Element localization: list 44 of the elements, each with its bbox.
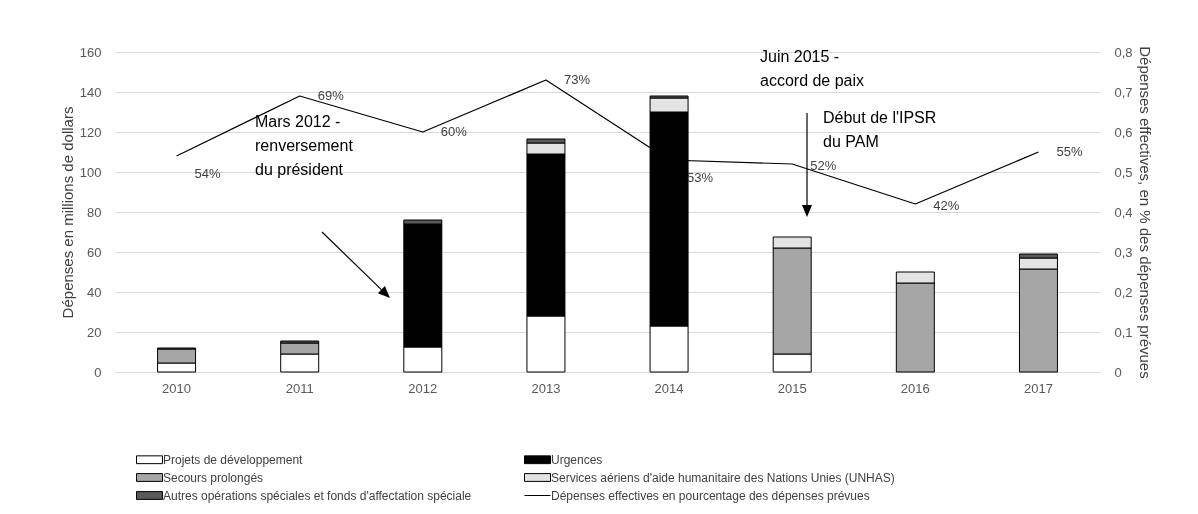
data-label: 69% bbox=[317, 88, 345, 103]
x-tick-label: 2010 bbox=[162, 380, 192, 396]
legend-label: Secours prolongés bbox=[163, 470, 264, 485]
y2-axis-title: Dépenses effectives, en % des dépenses prévues bbox=[1136, 46, 1154, 379]
data-label: 42% bbox=[933, 198, 960, 213]
y-tick-label: 20 bbox=[87, 324, 102, 340]
y-tick-label: 80 bbox=[87, 204, 102, 220]
annotation: Début de l'IPSR du PAM bbox=[823, 109, 937, 150]
x-tick-label: 2015 bbox=[777, 380, 807, 396]
y2-tick-label: 0,4 bbox=[1114, 204, 1133, 220]
data-label: 73% bbox=[563, 72, 591, 87]
legend-label: Projets de développement bbox=[163, 452, 304, 467]
y-tick-label: 40 bbox=[87, 284, 102, 300]
y2-tick-label: 0,5 bbox=[1114, 164, 1133, 180]
x-tick-label: 2013 bbox=[531, 380, 561, 396]
data-label: 60% bbox=[440, 124, 468, 139]
y2-tick-label: 0,1 bbox=[1114, 324, 1133, 340]
y2-tick-label: 0,7 bbox=[1114, 84, 1133, 100]
annotation: Mars 2012 - renversement du président bbox=[255, 113, 354, 178]
x-tick-label: 2016 bbox=[900, 380, 930, 396]
y-axis-title: Dépenses en millions de dollars bbox=[58, 106, 76, 319]
y2-tick-label: 0,3 bbox=[1114, 244, 1133, 260]
x-tick-label: 2011 bbox=[285, 380, 314, 396]
annotation: Juin 2015 - accord de paix bbox=[760, 48, 865, 89]
y-tick-label: 0 bbox=[94, 364, 102, 380]
y-tick-label: 60 bbox=[87, 244, 102, 260]
y2-tick-label: 0,8 bbox=[1114, 44, 1133, 60]
legend-label: Autres opérations spéciales et fonds d'affectation spéciale bbox=[163, 488, 472, 503]
y-tick-label: 100 bbox=[79, 164, 102, 180]
data-label: 55% bbox=[1056, 144, 1083, 159]
x-tick-label: 2012 bbox=[408, 380, 438, 396]
y-tick-label: 140 bbox=[79, 84, 102, 100]
data-label: 54% bbox=[194, 166, 222, 181]
y2-tick-label: 0,6 bbox=[1114, 124, 1133, 140]
legend-label: Urgences bbox=[551, 452, 603, 467]
x-tick-label: 2017 bbox=[1023, 380, 1053, 396]
legend-label: Dépenses effectives en pourcentage des dépenses prévues bbox=[551, 488, 870, 503]
y2-tick-label: 0,2 bbox=[1114, 284, 1133, 300]
y-tick-label: 120 bbox=[79, 124, 102, 140]
legend-label: Services aériens d'aide humanitaire des Nations Unies (UNHAS) bbox=[551, 470, 895, 485]
x-tick-label: 2014 bbox=[654, 380, 684, 396]
data-label: 52% bbox=[810, 158, 837, 173]
y2-tick-label: 0 bbox=[1114, 364, 1122, 380]
y-tick-label: 160 bbox=[79, 44, 102, 60]
